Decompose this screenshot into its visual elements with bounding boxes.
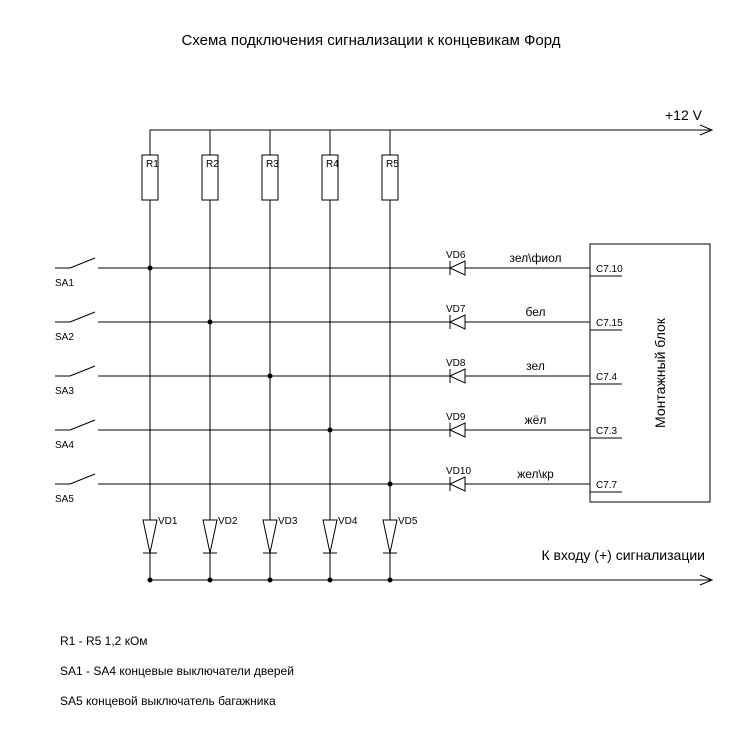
junction [148,266,153,271]
junction [268,374,273,379]
resistor-label: R3 [266,159,279,170]
block-label: Монтажный блок [652,317,668,428]
junction [208,320,213,325]
bottom-diodes: VD1 VD2 VD3 VD4 VD5 [143,516,418,583]
pin-label: C7.4 [596,372,618,383]
resistor-label: R5 [386,159,399,170]
diode-vd4 [323,520,337,553]
resistors: R1 R2 R3 R4 R5 [142,130,399,200]
notes: R1 - R5 1,2 кОм SA1 - SA4 концевые выключ… [60,634,294,708]
junction [388,482,393,487]
junction [328,428,333,433]
horizontal-wires: VD6 зел\фиол VD7 бел VD8 зел VD9 жёл VD10 жел\кр [105,250,590,491]
diode-vd10 [450,477,465,491]
pin-label: C7.10 [596,264,623,275]
diode-vd5 [383,520,397,553]
switch-label: SA2 [55,332,74,343]
circuit-diagram: Схема подключения сигнализации к концеви… [0,0,743,737]
diode-vd7 [450,315,465,329]
wire-color-label: зел\фиол [510,251,562,265]
diode-vd8 [450,369,465,383]
switch-label: SA5 [55,494,74,505]
diode-vd9 [450,423,465,437]
diode-label: VD3 [278,516,298,527]
wire-color-label: жел\кр [517,467,554,481]
diagram-title: Схема подключения сигнализации к концеви… [182,32,561,49]
diode-vd1 [143,520,157,553]
diode-label: VD2 [218,516,238,527]
diode-label: VD5 [398,516,418,527]
diode-label: VD6 [446,250,466,261]
diode-label: VD9 [446,412,466,423]
pin-label: C7.3 [596,426,618,437]
diode-label: VD10 [446,466,471,477]
diode-label: VD8 [446,358,466,369]
pin-label: C7.15 [596,318,623,329]
vertical-drops [148,200,393,520]
switches: SA1 SA2 SA3 SA4 SA5 [55,258,105,505]
diode-label: VD7 [446,304,466,315]
pin-label: C7.7 [596,480,618,491]
wire-color-label: зел [526,359,545,373]
switch-label: SA3 [55,386,74,397]
switch-label: SA1 [55,278,74,289]
switch-label: SA4 [55,440,74,451]
note-line: R1 - R5 1,2 кОм [60,634,148,648]
resistor-label: R1 [146,159,159,170]
top-bus: +12 V [150,107,712,135]
diode-vd6 [450,261,465,275]
output-label: К входу (+) сигнализации [541,547,705,563]
block-pins: C7.10 C7.15 C7.4 C7.3 C7.7 [590,264,623,492]
diode-vd3 [263,520,277,553]
note-line: SA1 - SA4 концевые выключатели дверей [60,664,294,678]
diode-label: VD1 [158,516,178,527]
wire-color-label: бел [525,305,545,319]
resistor-label: R2 [206,159,219,170]
diode-vd2 [203,520,217,553]
wire-color-label: жёл [525,413,547,427]
resistor-label: R4 [326,159,339,170]
diode-label: VD4 [338,516,358,527]
note-line: SA5 концевой выключатель багажника [60,694,276,708]
output-bus: К входу (+) сигнализации [150,547,712,585]
voltage-label: +12 V [665,107,703,123]
